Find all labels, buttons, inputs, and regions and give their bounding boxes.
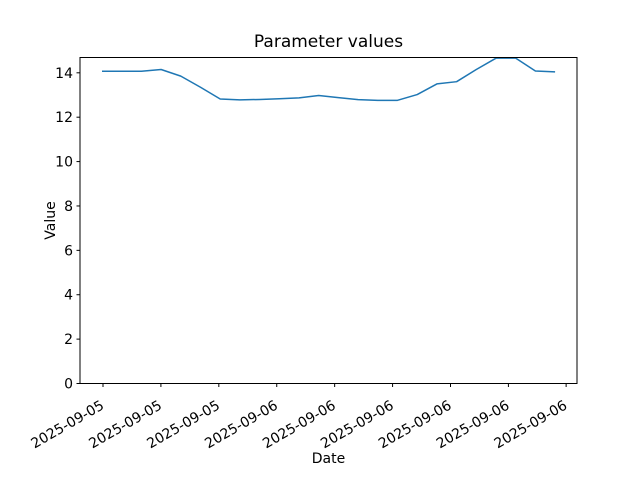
chart-title: Parameter values [254, 32, 403, 52]
y-axis-label: Value [43, 201, 59, 239]
y-tick-label: 0 [64, 377, 73, 393]
y-tick-label: 8 [64, 199, 73, 215]
y-tick-label: 6 [64, 243, 73, 259]
y-tick-label: 12 [55, 110, 73, 126]
series-layer [102, 57, 556, 102]
ticks-layer: 024681012142025-09-052025-09-052025-09-0… [29, 66, 571, 452]
y-tick-label: 14 [55, 66, 73, 82]
y-tick-label: 2 [64, 332, 73, 348]
plot-frame [79, 57, 578, 384]
y-tick-label: 4 [64, 288, 73, 304]
y-tick-label: 10 [55, 155, 73, 171]
x-axis-label: Date [312, 451, 345, 467]
data-line-parameter-values [102, 57, 556, 102]
